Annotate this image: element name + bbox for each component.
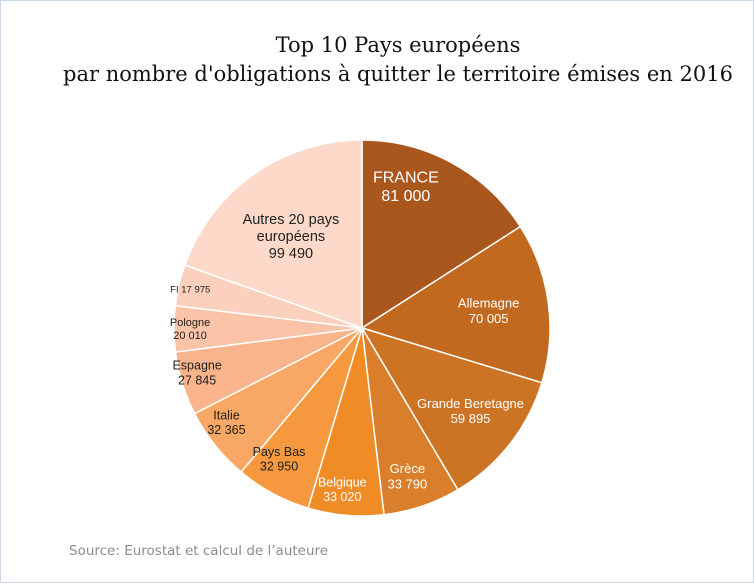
pie-slice-autres-20-pays-europ-ens: [183, 139, 363, 330]
pie-label-italie: Italie 32 365: [207, 408, 245, 437]
chart-title: Top 10 Pays européens par nombre d'oblig…: [21, 31, 754, 89]
pie-label-gr-ce: Grèce 33 790: [387, 461, 427, 491]
pie-slice-france: [361, 139, 522, 330]
pie-slice-allemagne: [360, 225, 551, 384]
pie-label-grande-beretagne: Grande Beretagne 59 895: [417, 396, 524, 426]
pie-label-pays-bas: Pays Bas 32 950: [253, 445, 306, 474]
chart-subtitle: par nombre d'obligations à quitter le te…: [63, 62, 733, 86]
chart-title-line-1: Top 10 Pays européens: [275, 33, 521, 57]
pie-slices: [173, 139, 551, 517]
pie-slice-grande-beretagne: [360, 326, 543, 491]
pie-label-belgique: Belgique 33 020: [318, 475, 367, 504]
pie-label-allemagne: Allemagne 70 005: [458, 295, 519, 325]
pie-label-pologne: Pologne 20 010: [170, 317, 210, 342]
pie-label-fi: FI 17 975: [170, 284, 210, 295]
pie-labels: FRANCE 81 000 Allemagne 70 005 Grande Bereta…: [170, 169, 524, 504]
pie-label-france: FRANCE 81 000: [373, 169, 439, 205]
pie-label-autres-20-pays-europ-ens: Autres 20 pays européens 99 490: [243, 212, 340, 262]
pie-label-espagne: Espagne 27 845: [172, 359, 221, 388]
source-note: Source: Eurostat et calcul de l’auteure: [69, 543, 329, 559]
